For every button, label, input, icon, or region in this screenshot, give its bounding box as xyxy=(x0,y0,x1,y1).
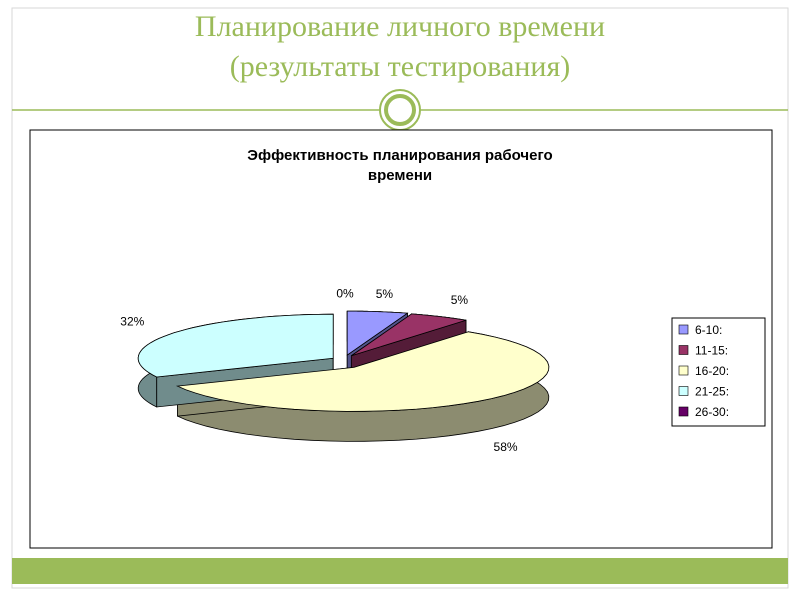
legend-swatch xyxy=(678,324,689,335)
slide-title: (результаты тестирования) xyxy=(230,50,571,83)
pie-slice xyxy=(137,313,334,378)
legend-swatch xyxy=(678,345,689,355)
legend-swatch xyxy=(678,386,689,396)
pie-slice xyxy=(346,310,409,356)
data-label: 58% xyxy=(494,440,518,454)
slide-frame xyxy=(11,7,789,589)
data-label: 5% xyxy=(376,287,394,301)
data-label: 5% xyxy=(451,293,469,307)
legend-label: 6-10: xyxy=(695,323,722,337)
legend-swatch xyxy=(678,406,689,417)
divider-ornament xyxy=(384,94,416,126)
pie-slice xyxy=(175,331,550,412)
legend-swatch xyxy=(678,365,689,376)
data-label: 32% xyxy=(120,314,144,328)
chart-title: Эффективность планирования рабочего време… xyxy=(247,147,552,184)
legend-label: 26-30: xyxy=(695,405,729,419)
legend-label: 11-15: xyxy=(695,344,728,358)
data-label: 0% xyxy=(336,286,354,300)
legend-label: 21-25: xyxy=(695,385,729,399)
footer-bar xyxy=(12,558,788,584)
slide-title: Планирование личного времени xyxy=(195,10,605,43)
legend-label: 16-20: xyxy=(695,364,729,378)
pie-slice xyxy=(351,313,467,357)
